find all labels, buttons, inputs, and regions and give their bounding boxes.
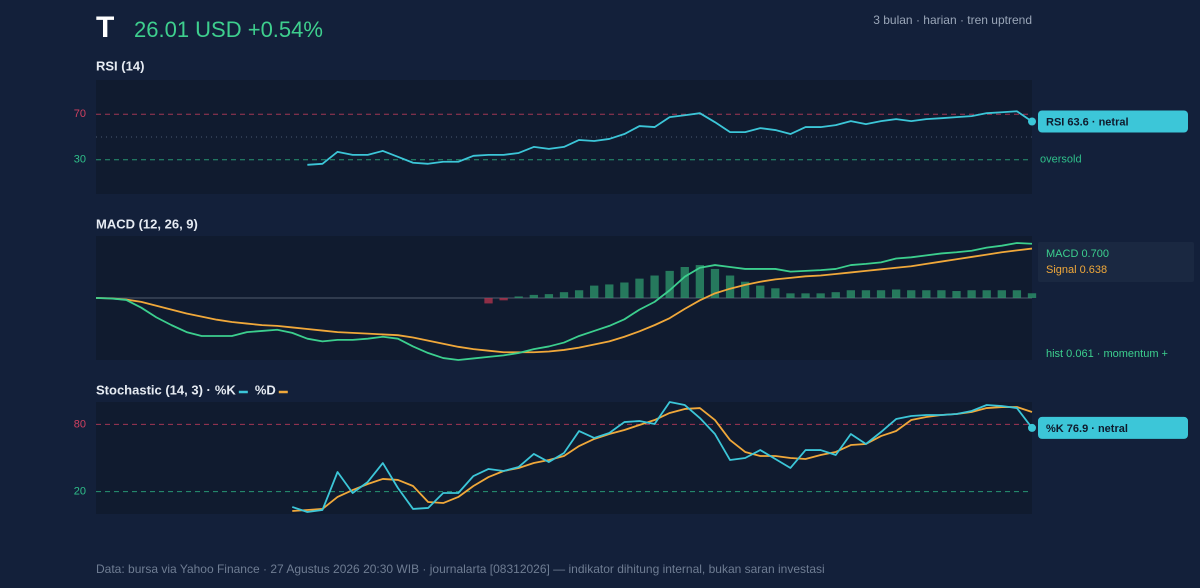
histogram-bar [786, 293, 795, 298]
histogram-bar [922, 290, 931, 298]
histogram-bar [1027, 293, 1037, 298]
y-tick-label: 20 [74, 486, 86, 498]
histogram-bar [544, 294, 554, 298]
callout-text: %K 76.9 · netral [1046, 423, 1128, 435]
band-label: oversold [1040, 154, 1082, 166]
line [291, 401, 1033, 513]
histogram-bar [635, 278, 644, 298]
y-tick-label: 70 [74, 108, 86, 120]
meta: 3 bulan · harian · tren uptrend [873, 13, 1032, 27]
histogram-bar [982, 290, 991, 298]
hist-label: hist 0.061 · momentum + [1046, 348, 1168, 360]
histogram-bar [741, 281, 750, 298]
histogram-bar [695, 265, 705, 298]
histogram-bar [574, 290, 584, 298]
histogram-bar [771, 288, 780, 298]
histogram-bar [907, 290, 916, 298]
histogram-bar [514, 296, 523, 298]
histogram-bar [484, 298, 493, 304]
line [95, 242, 1033, 361]
histogram-bar [590, 285, 599, 298]
last-point [1028, 423, 1036, 432]
histogram-bar [997, 290, 1006, 298]
legend-label: %K [215, 382, 237, 397]
legend-label: %D [255, 382, 276, 397]
histogram-bar [1012, 290, 1022, 298]
histogram-bar [967, 290, 976, 298]
histogram-bar [605, 284, 614, 298]
histogram-bar [846, 290, 855, 298]
histogram-bar [725, 275, 735, 298]
histogram-bar [816, 293, 825, 298]
histogram-bar [891, 289, 901, 298]
panel-title: RSI (14) [96, 58, 144, 73]
histogram-bar [620, 282, 629, 298]
histogram-bar [650, 275, 659, 298]
callout-text: RSI 63.6 · netral [1046, 116, 1129, 128]
y-tick-label: 30 [74, 154, 86, 166]
legend-box [1038, 242, 1194, 282]
histogram-bar [831, 292, 840, 298]
histogram-bar [952, 291, 961, 298]
price: 26.01 USD +0.54% [134, 17, 323, 42]
histogram-bar [710, 268, 720, 298]
line [292, 406, 1033, 512]
panel [96, 402, 1032, 514]
histogram-bar [937, 290, 946, 298]
histogram-bar [680, 267, 689, 298]
legend-value: MACD 0.700 [1046, 248, 1109, 260]
histogram-bar [529, 294, 538, 298]
y-tick-label: 80 [74, 418, 86, 430]
line [307, 110, 1033, 166]
histogram-bar [559, 292, 569, 298]
histogram-bar [499, 298, 508, 301]
histogram-bar [801, 293, 810, 298]
histogram-bar [756, 285, 765, 298]
footer: Data: bursa via Yahoo Finance · 27 Agust… [96, 562, 825, 576]
legend-value: Signal 0.638 [1046, 264, 1107, 276]
callout-box [1038, 416, 1188, 439]
histogram-bar [665, 270, 674, 298]
histogram-bar [876, 290, 886, 298]
last-point [1028, 117, 1036, 126]
ticker: T [96, 11, 114, 44]
panel-title: MACD (12, 26, 9) [96, 216, 198, 231]
histogram-bar [861, 290, 871, 298]
line [95, 247, 1033, 354]
callout-box [1038, 110, 1188, 133]
panel-title: Stochastic (14, 3) · [96, 382, 211, 397]
